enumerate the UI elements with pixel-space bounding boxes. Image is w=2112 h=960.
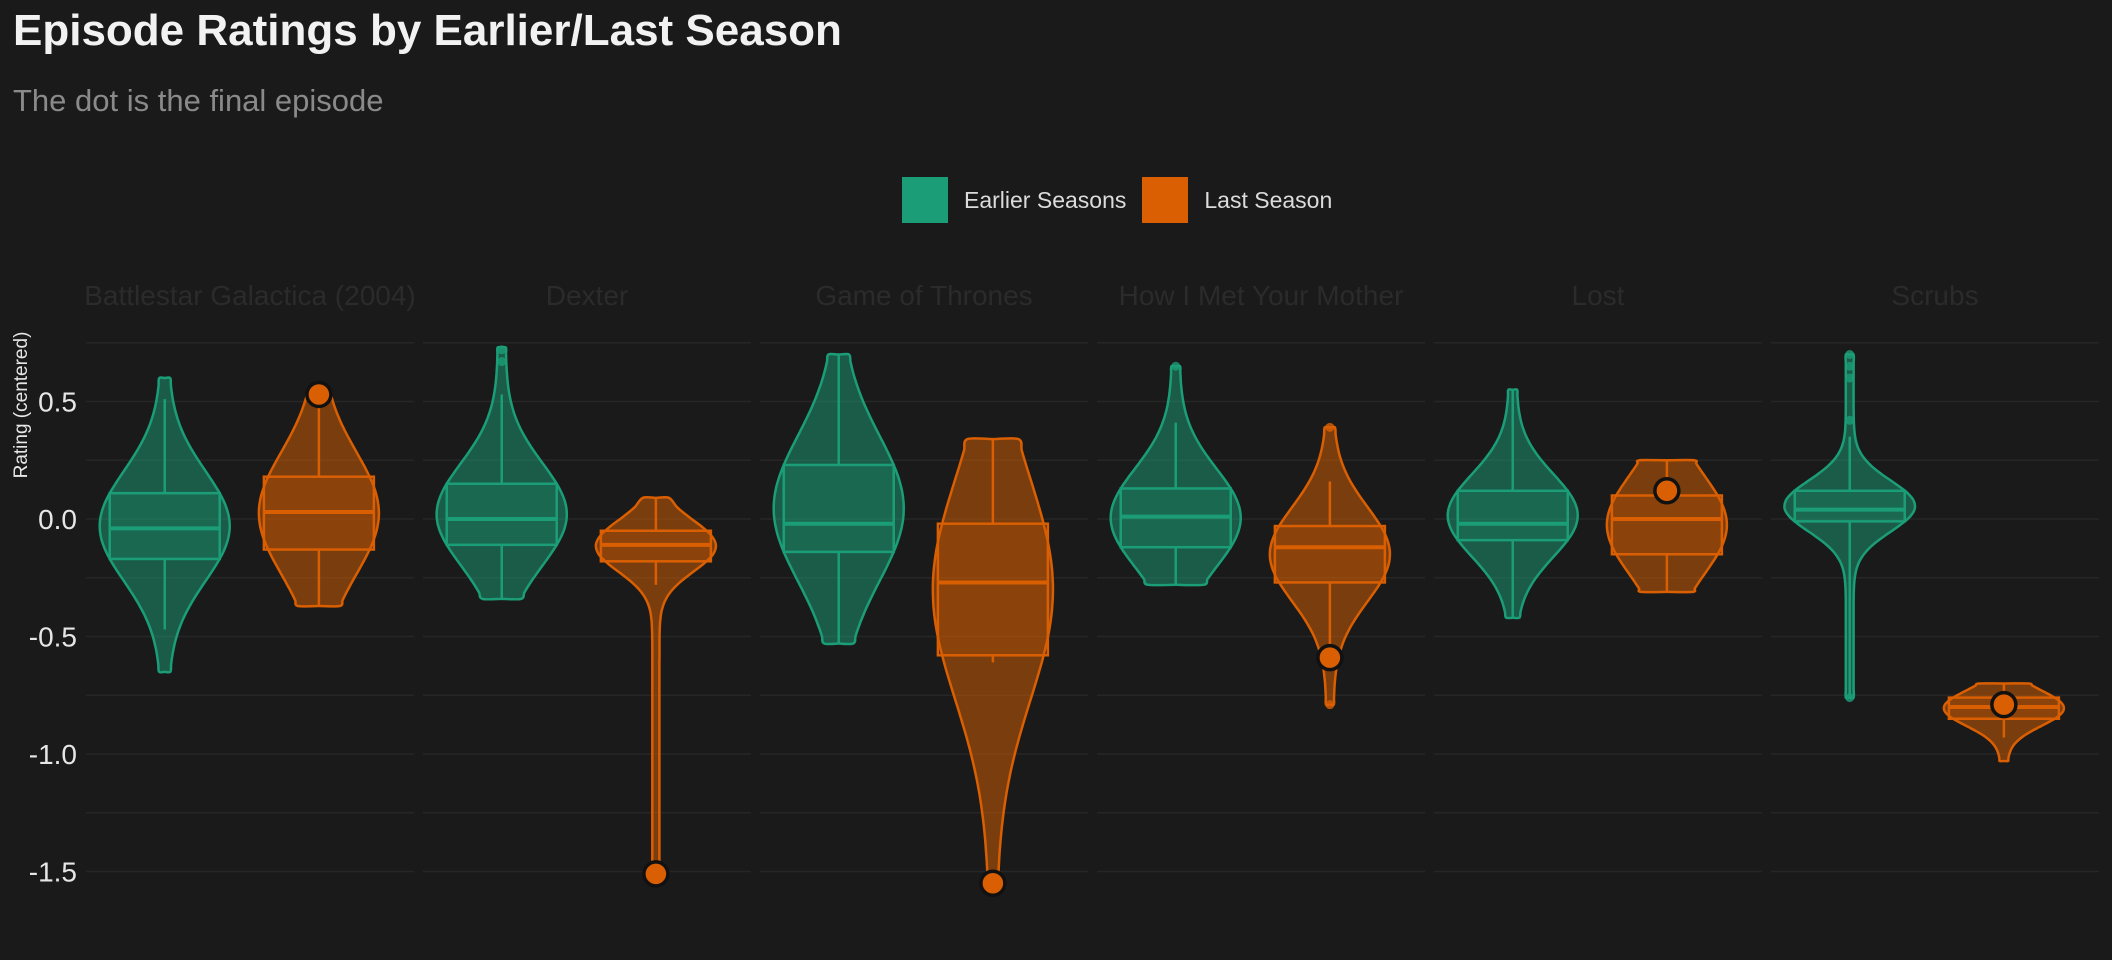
final-episode-point [1316,643,1344,672]
legend-swatch-last [1142,177,1189,223]
y-tick-label: -1.0 [29,739,77,770]
legend-item-earlier: Earlier Seasons [902,177,1126,223]
legend-label-earlier: Earlier Seasons [964,186,1127,213]
outlier-point-last [1325,422,1335,432]
outlier-point-earlier [1845,693,1855,703]
y-axis-label-text: Rating (centered) [11,331,32,479]
facet-title: Dexter [546,280,628,311]
final-episode-point [305,380,333,409]
box-last [1273,524,1387,584]
box-last [1610,494,1724,556]
facet-title: Game of Thrones [815,280,1032,311]
legend: Earlier Seasons Last Season [902,177,1348,223]
final-episode-point [1653,477,1681,505]
outlier-point-earlier [1845,373,1855,383]
legend-label-last: Last Season [1204,186,1333,213]
facet-titles-layer: Battlestar Galactica (2004) Dexter Game of… [84,280,1978,311]
box-earlier [445,482,558,547]
violin-earlier [98,376,231,674]
facet-4 [1109,361,1392,710]
final-episode-point [642,860,670,888]
box-earlier [108,491,221,561]
box-earlier [1793,489,1906,523]
facet-1 [98,376,381,674]
outlier-point-earlier [1845,361,1855,371]
legend-item-last: Last Season [1142,177,1332,223]
facet-3 [772,352,1055,897]
grid-layer [86,342,2099,873]
box-earlier [1456,489,1569,542]
outlier-point-earlier [1171,361,1181,371]
final-episode-point [979,869,1007,897]
outlier-point-earlier [1845,350,1855,359]
facet-title: How I Met Your Mother [1119,280,1404,311]
outlier-point-earlier [1845,415,1855,425]
box-last [936,522,1050,657]
y-tick-label: 0.5 [38,387,77,418]
chart-title: Episode Ratings by Earlier/Last Season [13,6,842,55]
outlier-point-last [1325,700,1335,710]
facet-5 [1446,388,1729,620]
facet-title: Lost [1572,280,1625,311]
y-tick-label: -1.5 [29,857,77,888]
y-tick-label: -0.5 [29,622,77,653]
y-tick-labels-layer: 0.5 0.0 -0.5 -1.0 -1.5 [29,387,77,888]
facet-title: Scrubs [1891,280,1978,311]
legend-swatch-earlier [902,177,948,223]
outlier-point-earlier [497,345,507,355]
facet-6 [1783,350,2066,763]
final-episode-point [1990,690,2018,719]
facet-2 [435,345,718,888]
chart-subtitle: The dot is the final episode [13,83,384,118]
chart-marks-layer [98,345,2066,897]
y-tick-label: 0.0 [38,504,77,535]
box-earlier [782,463,895,554]
facet-title: Battlestar Galactica (2004) [84,280,416,311]
outlier-point-earlier [497,357,507,367]
